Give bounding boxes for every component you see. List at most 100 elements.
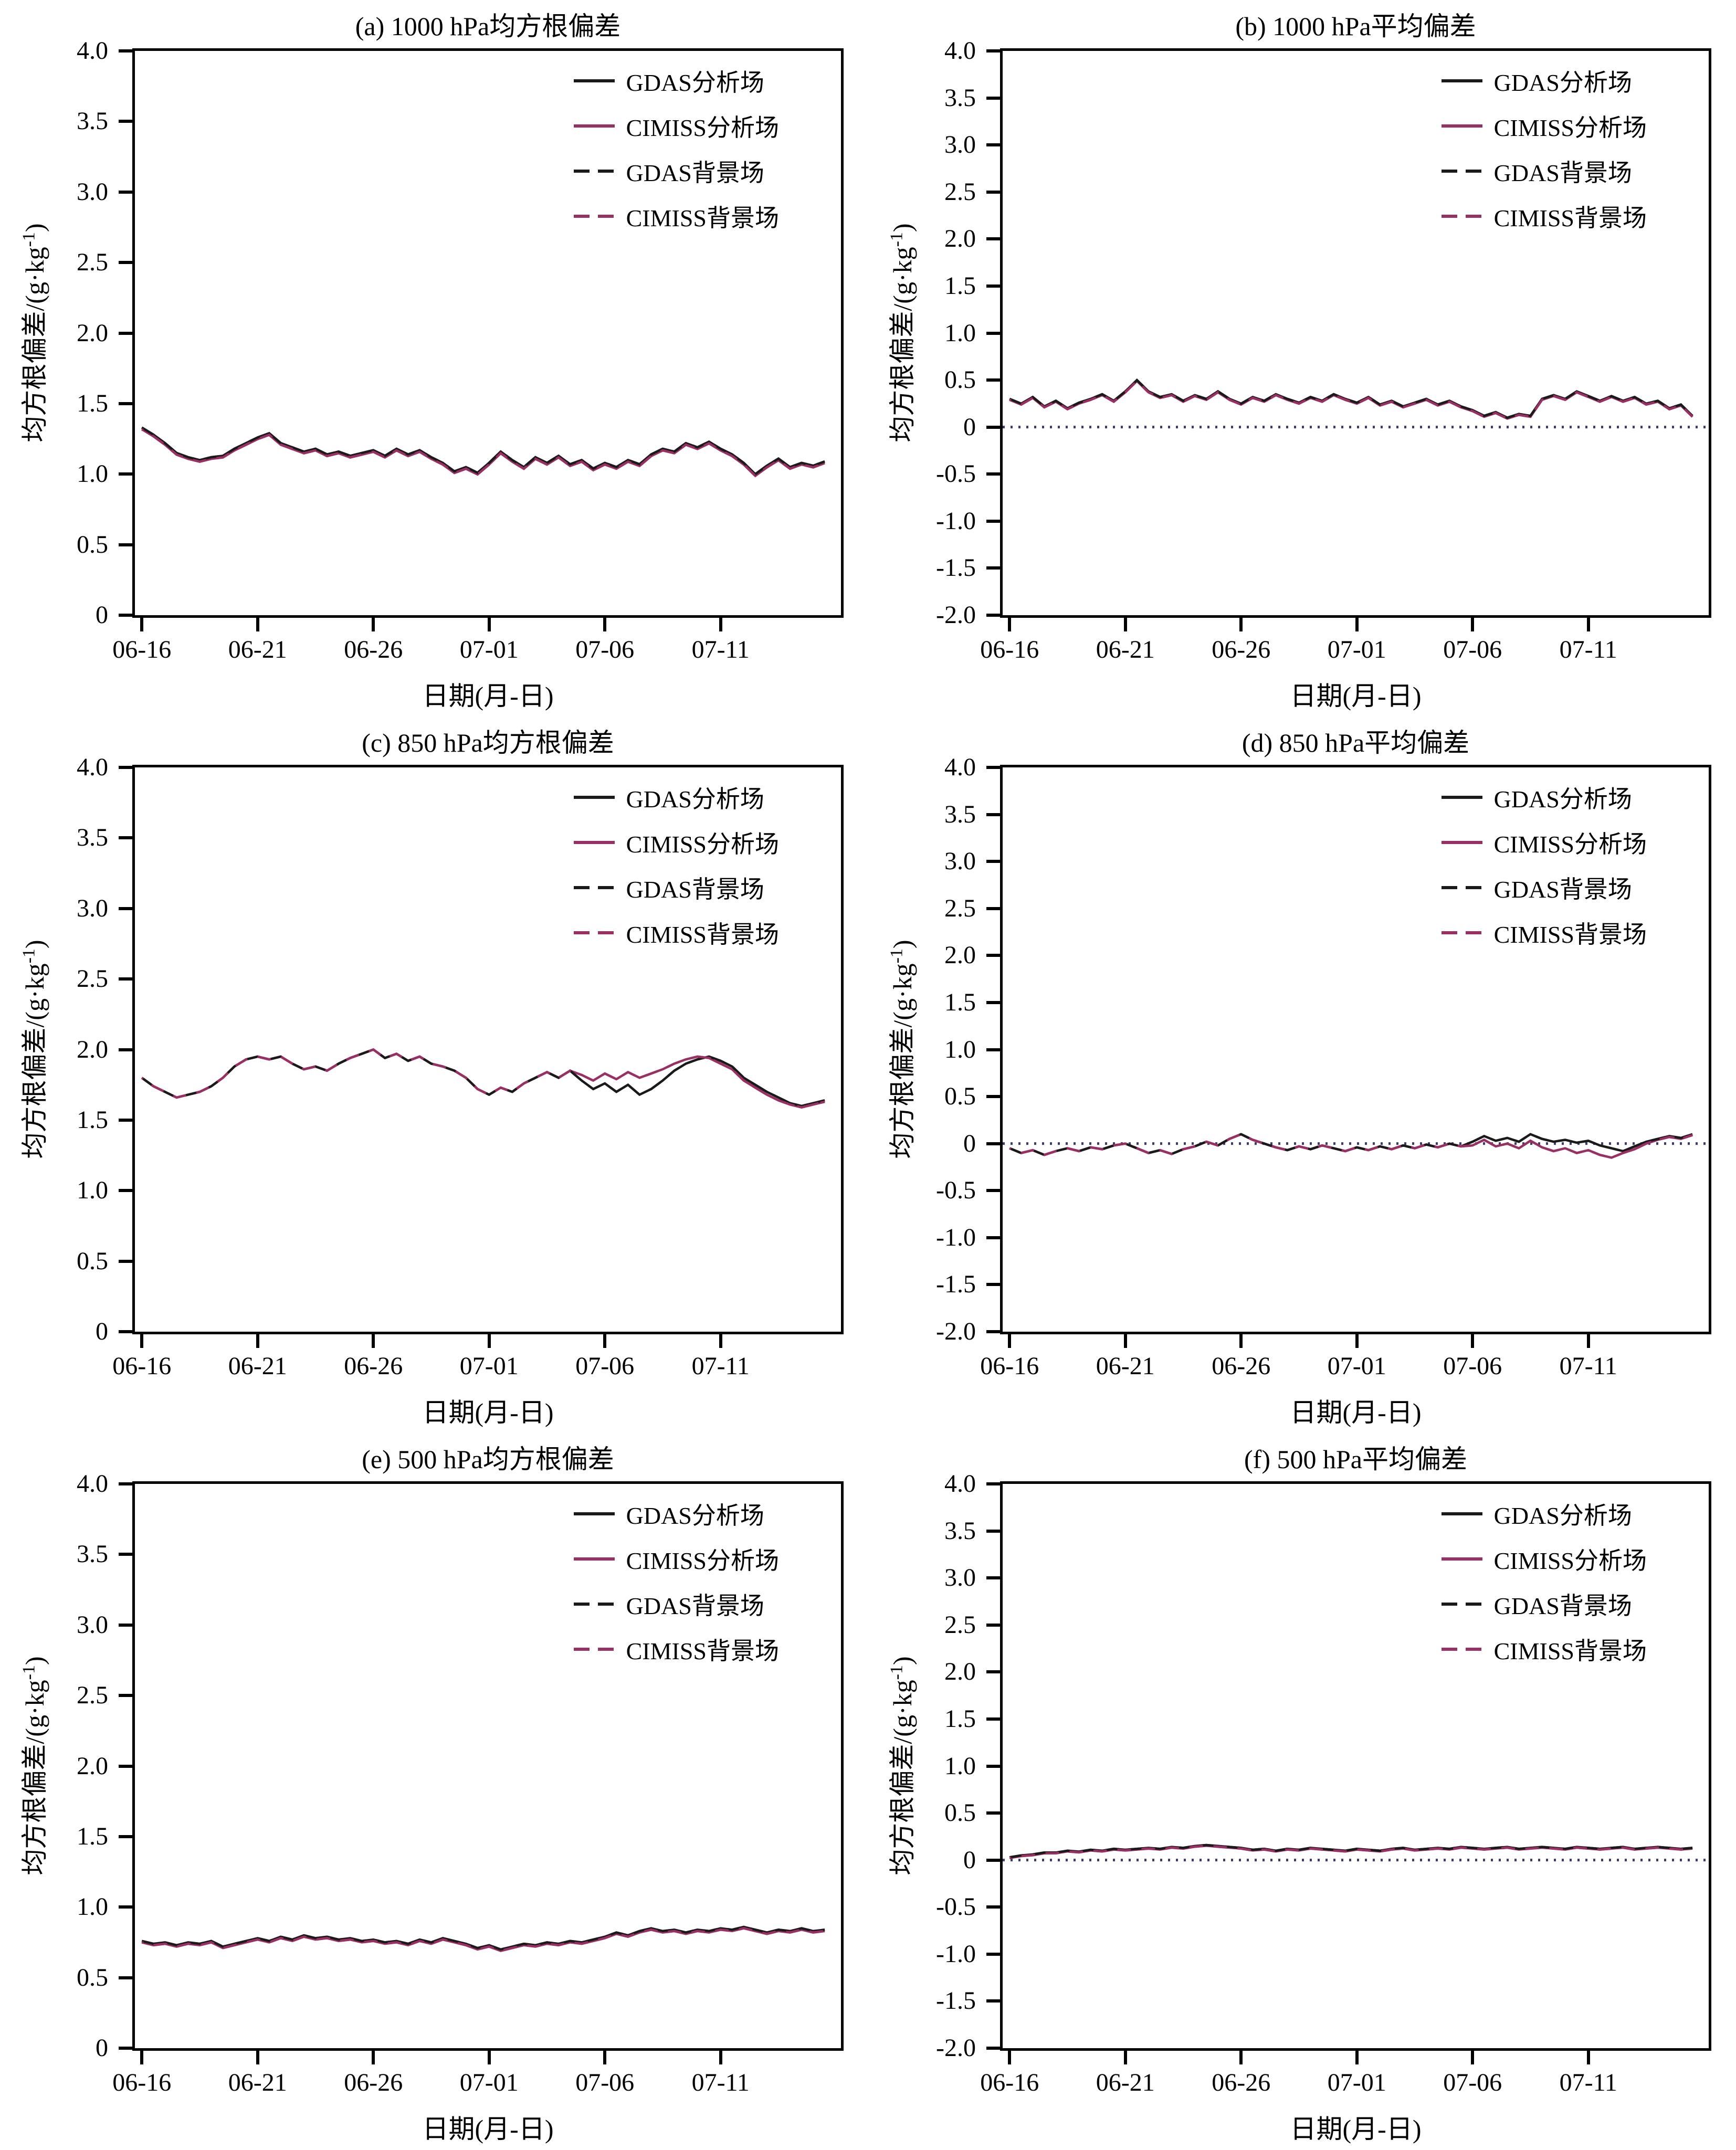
y-tick-mark <box>986 954 1000 957</box>
legend-solid-line-icon <box>1441 124 1482 128</box>
y-tick-mark <box>119 766 132 769</box>
y-tick-mark <box>119 1482 132 1485</box>
y-tick-label: 3.5 <box>77 1540 108 1568</box>
x-tick-label: 07-01 <box>459 1352 519 1380</box>
legend-label: GDAS分析场 <box>626 69 764 96</box>
x-tick-label: 07-11 <box>691 1352 750 1380</box>
x-tick-mark <box>1123 2051 1127 2064</box>
y-tick-mark <box>119 614 132 617</box>
legend-row: GDAS背景场 <box>573 871 779 904</box>
x-tick-label: 06-21 <box>1096 2069 1155 2096</box>
y-tick-label: 1.5 <box>944 1704 976 1733</box>
legend-label: CIMISS分析场 <box>1493 114 1647 141</box>
y-tick-mark <box>986 1142 1000 1145</box>
legend-row: GDAS背景场 <box>573 1588 779 1620</box>
y-tick-mark <box>986 766 1000 769</box>
x-tick-mark <box>1123 618 1127 631</box>
legend-solid-line-icon <box>573 124 615 128</box>
y-tick-label: -2.0 <box>936 2034 976 2062</box>
legend-row: GDAS背景场 <box>1441 871 1647 904</box>
y-tick-mark <box>119 1976 132 1979</box>
panel-c: (c) 850 hPa均方根偏差 均方根偏差/(g·kg-1) GDAS分析场 C… <box>0 716 868 1433</box>
series-line-3 <box>1009 1133 1693 1159</box>
legend-dashed-line-icon <box>573 886 615 889</box>
legend-dashed-line-icon <box>573 1648 615 1651</box>
legend-row: CIMISS分析场 <box>1441 1543 1647 1575</box>
chart-svg <box>1003 378 1709 429</box>
panel-d: (d) 850 hPa平均偏差 均方根偏差/(g·kg-1) GDAS分析场 CI… <box>868 716 1736 1433</box>
y-tick-label: 1.0 <box>77 1176 108 1205</box>
x-tick-mark <box>1355 2051 1359 2064</box>
legend-solid-line-icon <box>1441 841 1482 844</box>
y-tick-label: 0 <box>963 413 976 441</box>
y-tick-mark <box>119 1623 132 1627</box>
series-line-1 <box>141 1048 825 1109</box>
y-tick-mark <box>986 860 1000 863</box>
x-tick-mark <box>1239 618 1243 631</box>
x-tick-mark <box>256 2051 259 2064</box>
y-tick-mark <box>986 425 1000 429</box>
y-tick-label: 2.5 <box>944 1610 976 1639</box>
x-tick-label: 06-26 <box>344 2069 403 2096</box>
legend-dashed-line-icon <box>1441 931 1482 934</box>
y-tick-mark <box>986 472 1000 476</box>
plot-area: GDAS分析场 CIMISS分析场 GDAS背景场 CIMISS背景场 <box>1000 765 1711 1334</box>
legend-solid-line-icon <box>573 1557 615 1561</box>
y-tick-label: 3.0 <box>944 1564 976 1592</box>
y-tick-mark <box>119 1905 132 1909</box>
legend-dashed-line-icon <box>573 931 615 934</box>
x-tick-mark <box>1586 618 1590 631</box>
x-tick-mark <box>256 1334 259 1348</box>
y-axis-label-sup: -1 <box>19 232 39 247</box>
y-tick-mark <box>986 1576 1000 1580</box>
y-tick-label: 0 <box>96 2034 108 2062</box>
legend-solid-line-icon <box>573 79 615 82</box>
x-tick-mark <box>372 618 375 631</box>
y-tick-mark <box>119 1259 132 1263</box>
x-tick-label: 06-26 <box>344 636 403 663</box>
y-tick-label: 0.5 <box>77 1963 108 1991</box>
legend-row: CIMISS背景场 <box>573 200 779 233</box>
panel-title: (c) 850 hPa均方根偏差 <box>362 728 614 757</box>
y-tick-label: 2.0 <box>77 319 108 347</box>
x-tick-mark <box>603 618 607 631</box>
x-axis-label: 日期(月-日) <box>422 1398 554 1427</box>
x-tick-label: 07-06 <box>1443 636 1502 663</box>
y-tick-label: 1.0 <box>944 1752 976 1780</box>
x-tick-label: 07-06 <box>1443 2069 1502 2096</box>
legend: GDAS分析场 CIMISS分析场 GDAS背景场 CIMISS背景场 <box>1441 1498 1647 1666</box>
y-tick-label: 0.5 <box>944 1082 976 1111</box>
x-tick-label: 06-26 <box>1212 2069 1271 2096</box>
x-tick-label: 07-01 <box>1327 636 1386 663</box>
legend-label: CIMISS分析场 <box>626 831 779 858</box>
y-tick-label: 4.0 <box>77 37 108 65</box>
plot-area: GDAS分析场 CIMISS分析场 GDAS背景场 CIMISS背景场 <box>132 765 844 1334</box>
y-tick-label: 3.0 <box>77 177 108 206</box>
y-tick-mark <box>986 1764 1000 1768</box>
legend-label: CIMISS背景场 <box>626 205 779 231</box>
y-tick-mark <box>119 1118 132 1122</box>
legend-label: CIMISS分析场 <box>626 114 779 141</box>
legend-label: CIMISS背景场 <box>1493 921 1647 948</box>
series-line-2 <box>1009 378 1693 419</box>
series-line-2 <box>141 426 825 476</box>
y-tick-mark <box>986 1952 1000 1956</box>
x-tick-mark <box>372 2051 375 2064</box>
x-tick-label: 06-16 <box>112 1352 172 1380</box>
legend-dashed-line-icon <box>573 215 615 218</box>
x-tick-label: 07-11 <box>1559 1352 1617 1380</box>
y-tick-label: 3.0 <box>77 894 108 922</box>
y-tick-label: 1.0 <box>77 1893 108 1921</box>
legend-label: GDAS分析场 <box>626 1502 764 1529</box>
y-tick-mark <box>119 1694 132 1698</box>
y-tick-mark <box>986 49 1000 52</box>
y-tick-mark <box>986 1811 1000 1815</box>
x-tick-label: 06-16 <box>112 2069 172 2096</box>
y-tick-mark <box>119 1330 132 1333</box>
y-tick-label: 3.5 <box>77 824 108 852</box>
y-tick-mark <box>119 1835 132 1838</box>
y-tick-label: 4.0 <box>944 753 976 781</box>
x-tick-mark <box>140 2051 144 2064</box>
x-tick-label: 06-21 <box>1096 636 1155 663</box>
